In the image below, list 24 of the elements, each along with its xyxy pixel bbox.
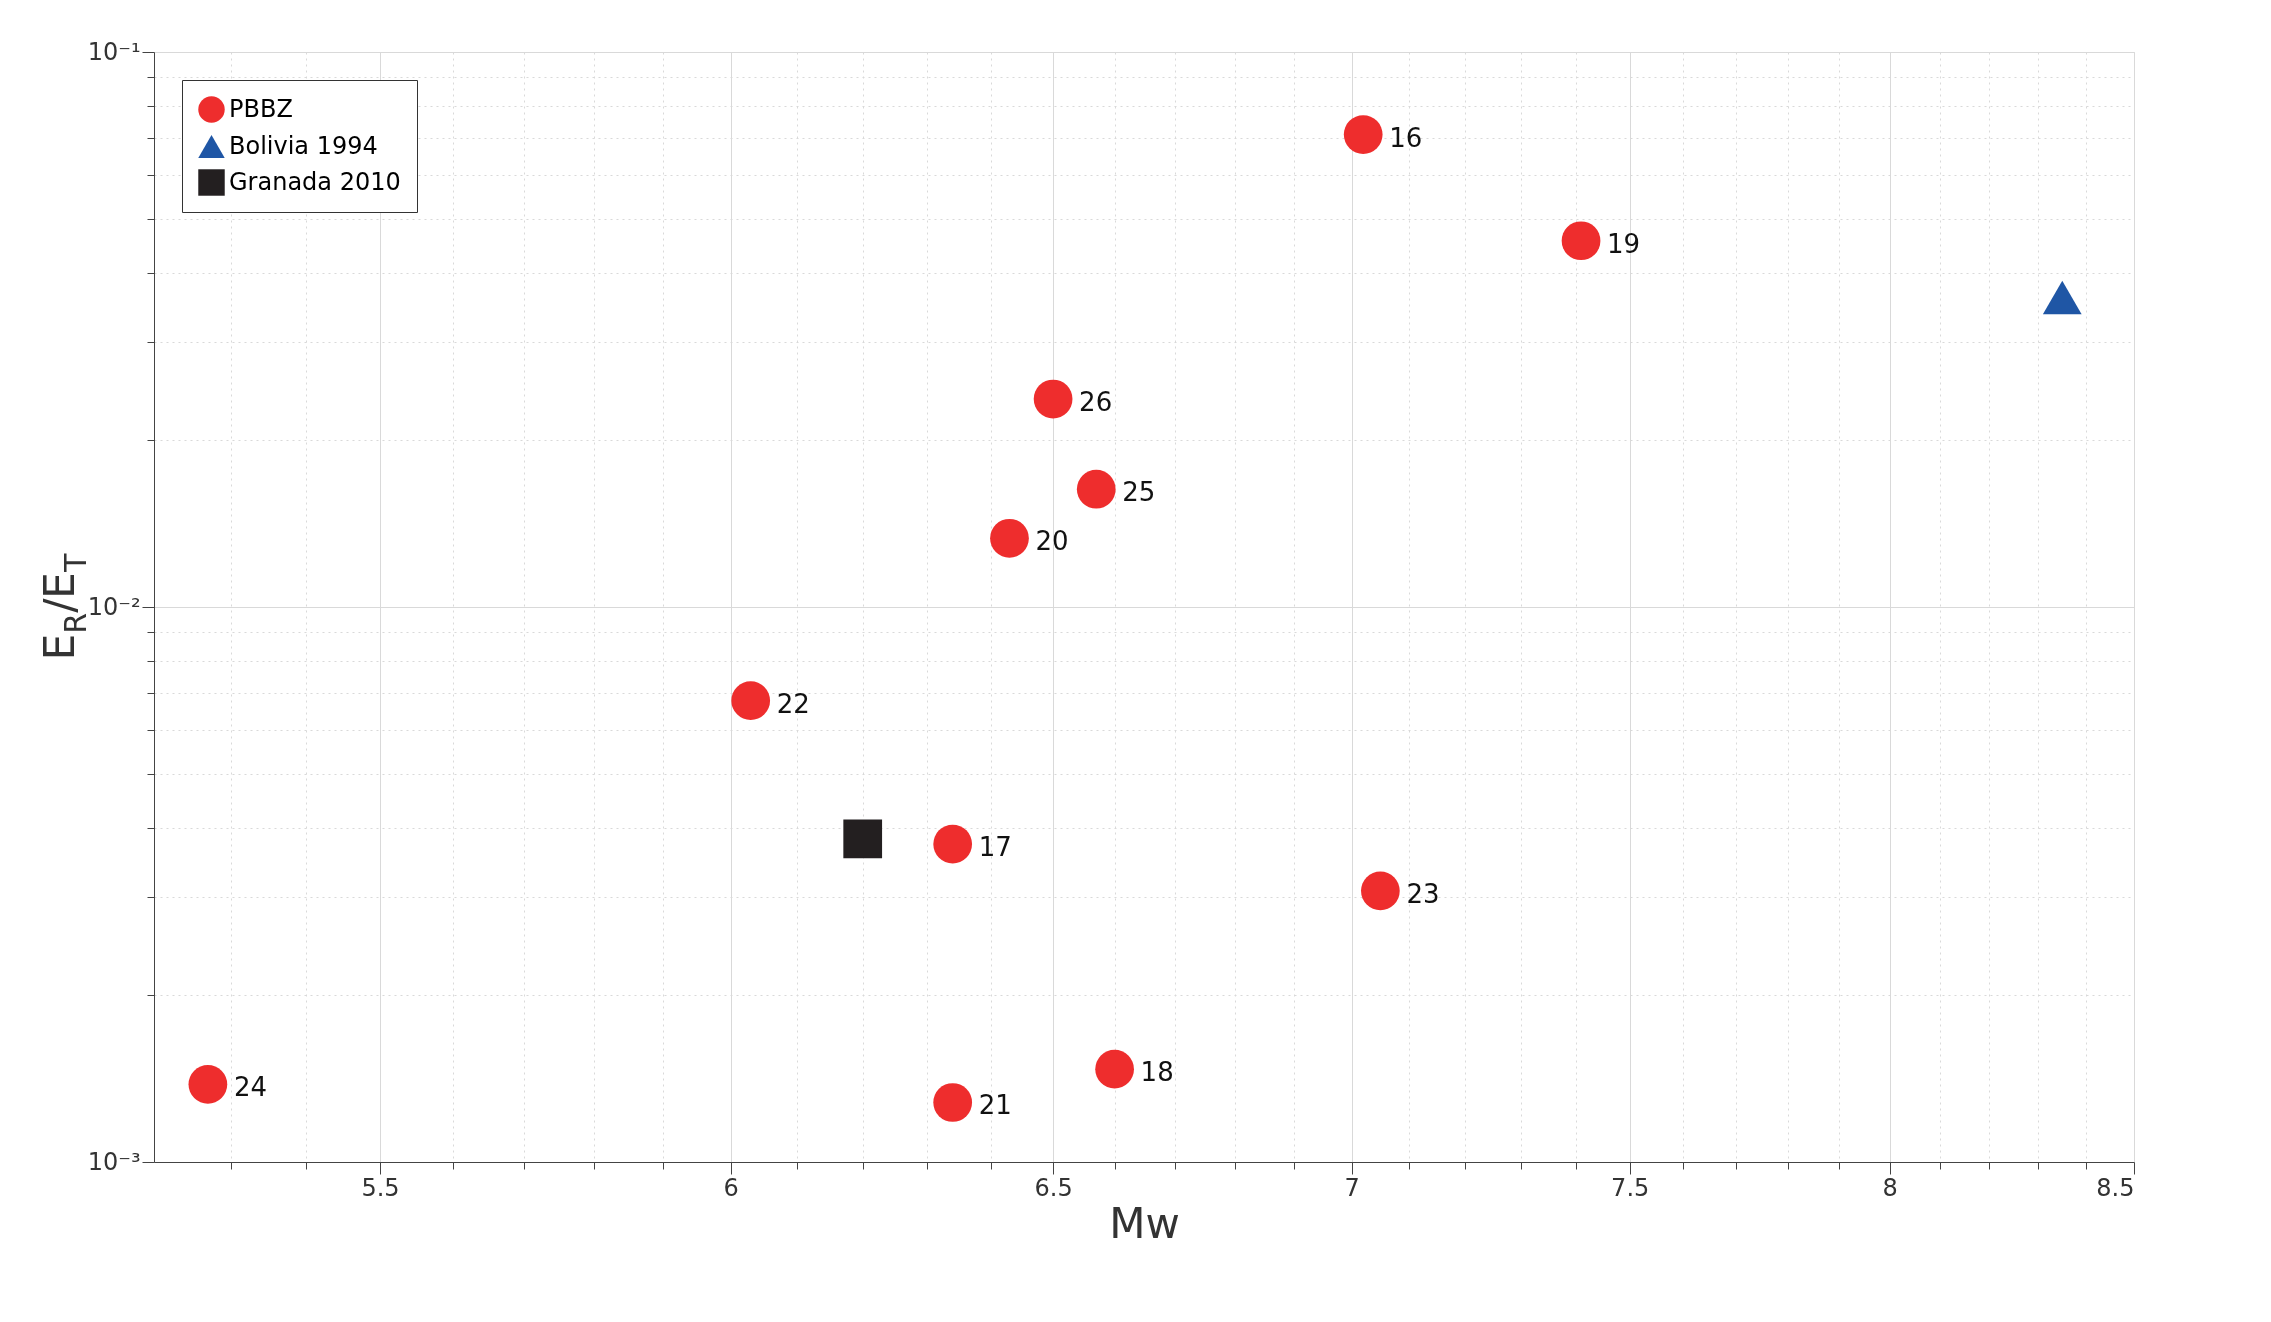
x-tick-label: 8 <box>1882 1173 1898 1202</box>
annotation: 18 <box>1140 1057 1174 1088</box>
x-tick-label: 7 <box>1344 1173 1360 1202</box>
annotation: 25 <box>1122 477 1156 508</box>
legend-label: Bolivia 1994 <box>229 131 378 160</box>
legend-label: PBBZ <box>229 94 293 123</box>
x-tick-label: 6.5 <box>1034 1173 1073 1202</box>
annotation: 17 <box>978 832 1012 863</box>
legend-label: Granada 2010 <box>229 167 401 196</box>
annotation: 24 <box>233 1072 267 1103</box>
annotation: 19 <box>1607 228 1641 259</box>
y-tick-label: 10⁻¹ <box>87 37 141 66</box>
x-tick-label: 5.5 <box>361 1173 400 1202</box>
annotation: 20 <box>1035 526 1069 557</box>
x-tick-label: 6 <box>723 1173 739 1202</box>
annotation: 22 <box>776 688 810 719</box>
x-tick-label: 8.5 <box>2096 1173 2135 1202</box>
y-tick-label: 10⁻³ <box>87 1147 141 1176</box>
annotation: 16 <box>1389 122 1423 153</box>
annotation: 21 <box>978 1090 1012 1121</box>
x-tick-label: 7.5 <box>1611 1173 1650 1202</box>
annotation: 26 <box>1079 387 1113 418</box>
x-axis-title: Mw <box>1109 1198 1180 1248</box>
annotation: 23 <box>1406 878 1440 909</box>
